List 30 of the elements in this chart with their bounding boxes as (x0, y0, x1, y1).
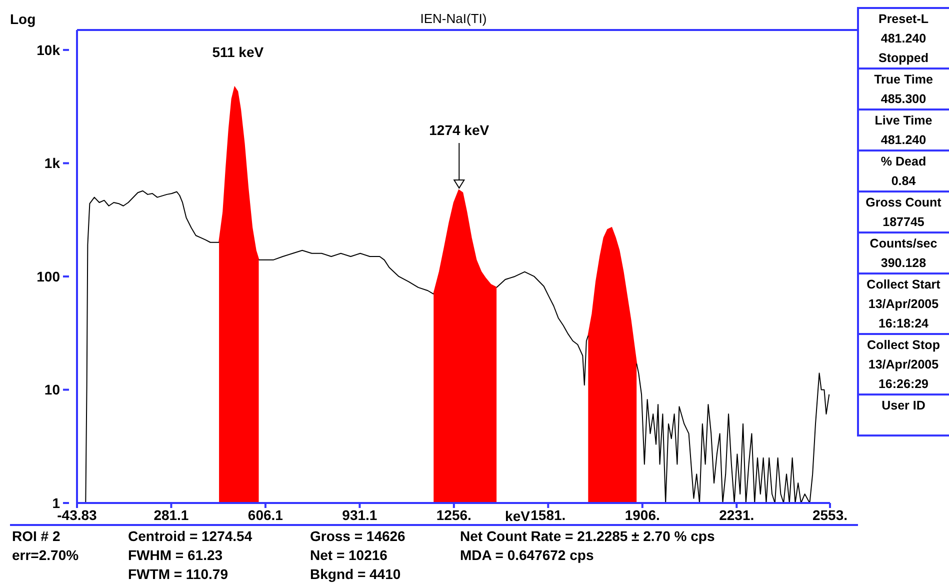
x-tick-label: 281.1 (154, 506, 189, 523)
x-tick-label: 2231. (719, 506, 754, 523)
text: Net Count Rate = 21.2285 ± 2.70 % cps MDA = 0.647672 cps (460, 528, 715, 563)
x-tick-label: 606.1 (248, 506, 284, 523)
x-tick-label: 1581. (530, 506, 566, 523)
text: Gross = 14626 Net = 10216 Bkgnd = 4410 (310, 528, 406, 582)
annotation: 511 keV (212, 44, 264, 60)
text: Preset-L 481.240 Stopped (878, 12, 929, 65)
x-tick-label: 1906. (624, 506, 660, 523)
x-axis-title: keV (505, 508, 531, 524)
x-tick-label: 2553. (812, 506, 848, 523)
x-tick-label: 1256. (436, 506, 472, 523)
text: Gross Count 187745 (866, 196, 942, 229)
chart-title: IEN-NaI(TI) (420, 11, 487, 26)
annotation: 1274 keV (429, 122, 490, 138)
text: Centroid = 1274.54 FWHM = 61.23 FWTM = 110.79 (128, 528, 252, 582)
text: Counts/sec 390.128 (870, 236, 938, 270)
text: % Dead 0.84 (880, 154, 926, 188)
text: Collect Start 13/Apr/2005 16:18:24 (866, 278, 942, 330)
y-tick-label: 1k (44, 155, 60, 172)
text: ROI # 2 err=2.70% (12, 528, 80, 563)
text: True Time 485.300 (874, 72, 933, 106)
x-tick-label: 931.1 (342, 506, 378, 523)
text: Live Time 481.240 (874, 114, 932, 147)
y-tick-label: 10k (36, 42, 60, 58)
y-tick-label: 10 (44, 382, 60, 398)
y-axis-title: Log (10, 11, 36, 27)
text: User ID (882, 398, 926, 412)
text: Collect Stop 13/Apr/2005 16:26:29 (867, 338, 940, 391)
y-tick-label: 100 (36, 268, 60, 284)
